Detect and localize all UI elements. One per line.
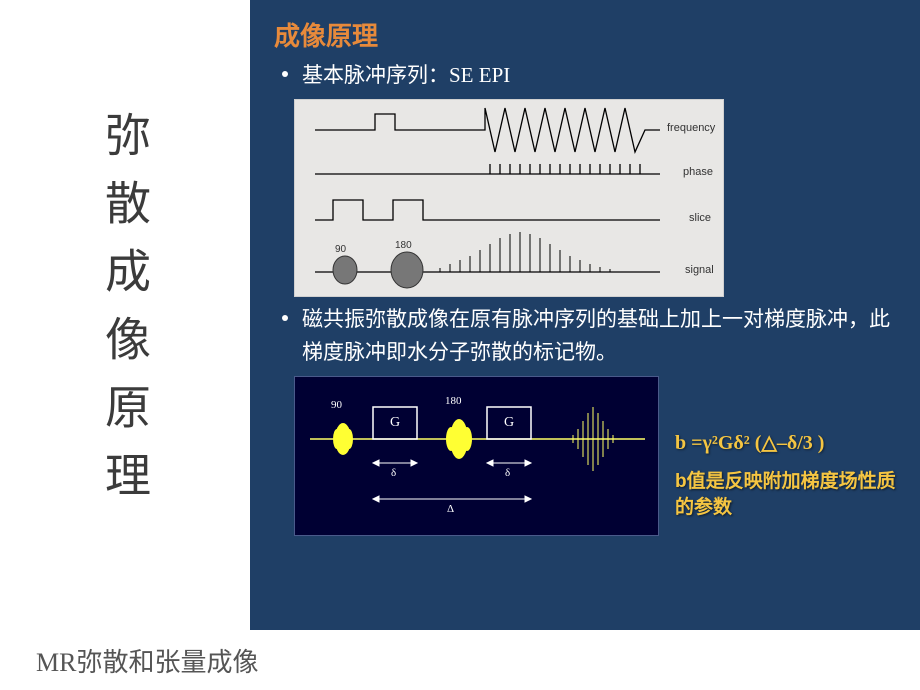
d2-label-g2: G xyxy=(504,415,514,431)
b-formula: b =γ²Gδ² (△–δ/3 ) xyxy=(675,430,896,455)
bullet-dot-icon xyxy=(282,71,288,77)
left-panel: 弥散成像原理 xyxy=(0,0,250,630)
section-title: 成像原理 xyxy=(274,16,896,53)
dwi-svg xyxy=(295,377,660,537)
bullet-1: 基本脉冲序列：SE EPI xyxy=(274,59,896,93)
vertical-title: 弥散成像原理 xyxy=(92,111,158,519)
d2-label-90: 90 xyxy=(331,399,342,411)
bullet-1-text: 基本脉冲序列：SE EPI xyxy=(302,59,510,93)
right-panel: 成像原理 基本脉冲序列：SE EPI xyxy=(250,0,920,630)
label-slice: slice xyxy=(689,212,711,224)
d2-label-delta1: δ xyxy=(391,467,396,479)
formula-block: b =γ²Gδ² (△–δ/3 ) b值是反映附加梯度场性质的参数 xyxy=(675,376,896,536)
d2-label-g1: G xyxy=(390,415,400,431)
footer-text: MR弥散和张量成像 xyxy=(36,642,258,679)
sequence-diagram-2: 90 180 G G δ δ Δ xyxy=(294,376,659,536)
label-rf90: 90 xyxy=(335,244,346,255)
bullet-2: 磁共振弥散成像在原有脉冲序列的基础上加上一对梯度脉冲，此梯度脉冲即水分子弥散的标… xyxy=(274,303,896,370)
d2-label-delta2: δ xyxy=(505,467,510,479)
label-rf180: 180 xyxy=(395,240,412,251)
label-frequency: frequency xyxy=(667,122,715,134)
sequence-diagram-1: frequency phase slice signal 90 180 xyxy=(294,99,724,297)
bullet-dot-icon xyxy=(282,315,288,321)
bullet-2-text: 磁共振弥散成像在原有脉冲序列的基础上加上一对梯度脉冲，此梯度脉冲即水分子弥散的标… xyxy=(302,303,896,370)
d2-label-180: 180 xyxy=(445,395,462,407)
sequence-svg xyxy=(295,100,725,298)
main-area: 弥散成像原理 成像原理 基本脉冲序列：SE EPI xyxy=(0,0,920,630)
label-phase: phase xyxy=(683,166,713,178)
bullet-1-prefix: 基本脉冲序列： xyxy=(302,63,449,87)
diagram2-row: 90 180 G G δ δ Δ b =γ²Gδ² (△–δ/3 ) b值是反映… xyxy=(274,376,896,536)
d2-label-bigdelta: Δ xyxy=(447,503,454,515)
footer-bar: MR弥散和张量成像 xyxy=(0,630,920,690)
bullet-1-en: SE EPI xyxy=(449,63,510,87)
slide-root: 弥散成像原理 成像原理 基本脉冲序列：SE EPI xyxy=(0,0,920,690)
label-signal: signal xyxy=(685,264,714,276)
b-formula-desc: b值是反映附加梯度场性质的参数 xyxy=(675,469,896,522)
